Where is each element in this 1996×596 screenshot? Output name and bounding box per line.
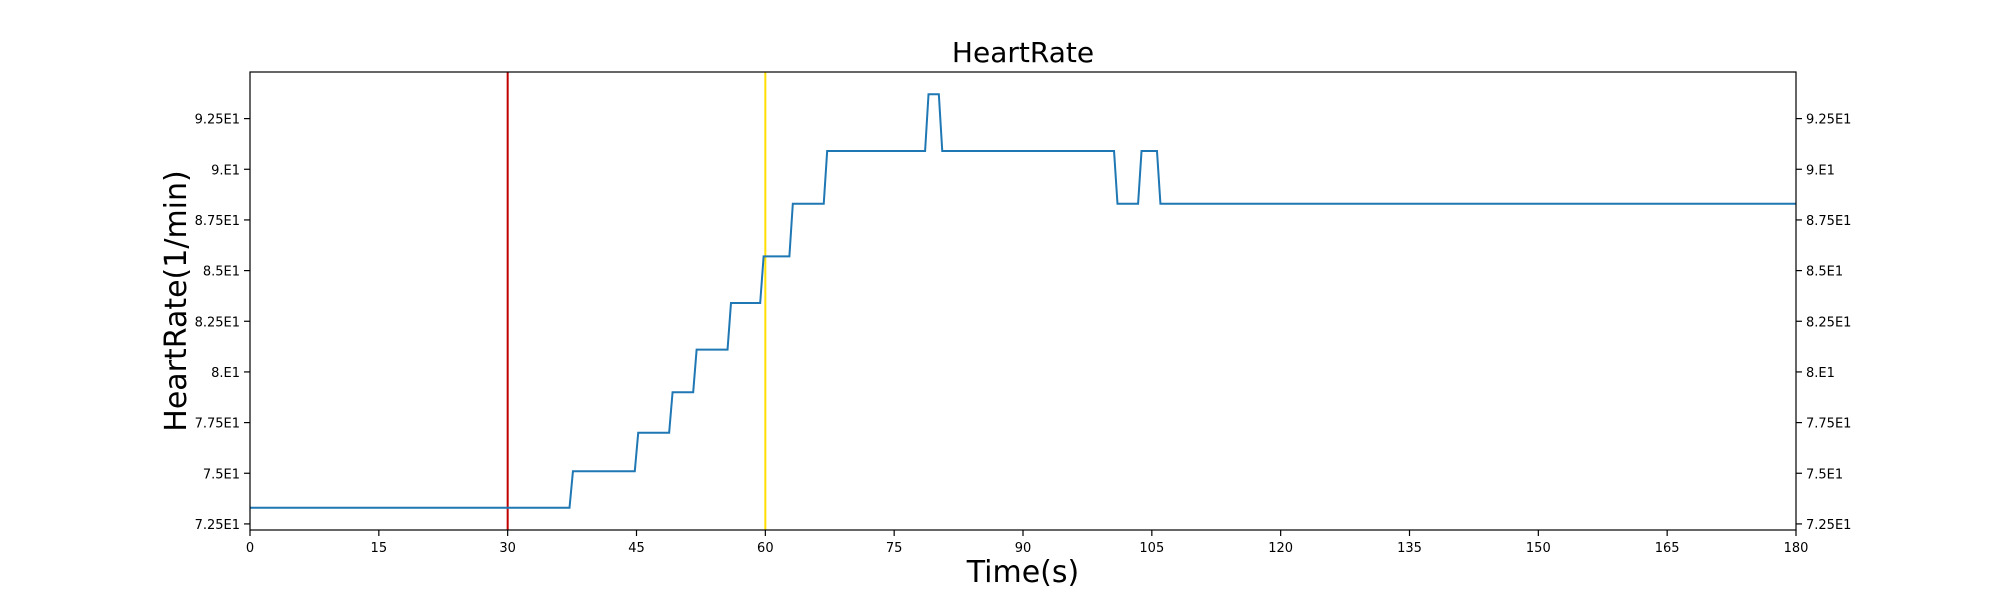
x-tick-label: 135 bbox=[1397, 541, 1422, 556]
x-tick-label: 165 bbox=[1655, 541, 1680, 556]
y-tick-label-right: 8.E1 bbox=[1806, 366, 1835, 381]
y-tick-label-right: 8.25E1 bbox=[1806, 315, 1851, 330]
x-tick-label: 15 bbox=[371, 541, 388, 556]
plot-area: 0 15 30 45 60 75 90 105 120 135 150 165 180 7.25E1 7.2… bbox=[195, 71, 1851, 556]
series-line-0 bbox=[250, 93, 1796, 509]
y-tick-label-left: 7.25E1 bbox=[195, 518, 240, 533]
y-axis-label: HeartRate(1/min) bbox=[159, 170, 194, 431]
y-tick-label-left: 8.5E1 bbox=[203, 265, 240, 280]
y-tick-label-left: 8.E1 bbox=[211, 366, 240, 381]
y-tick-label-right: 7.25E1 bbox=[1806, 518, 1851, 533]
y-tick-label-left: 8.25E1 bbox=[195, 315, 240, 330]
x-tick-label: 45 bbox=[628, 541, 645, 556]
chart-title: HeartRate bbox=[952, 36, 1094, 69]
plot-frame bbox=[249, 71, 1797, 531]
y-tick-label-left: 9.25E1 bbox=[195, 113, 240, 128]
y-tick-label-right: 9.E1 bbox=[1806, 163, 1835, 178]
y-tick-label-left: 8.75E1 bbox=[195, 214, 240, 229]
y-tick-label-right: 7.5E1 bbox=[1806, 467, 1843, 482]
y-tick-label-left: 7.5E1 bbox=[203, 467, 240, 482]
x-tick-label: 30 bbox=[499, 541, 516, 556]
x-tick-label: 60 bbox=[757, 541, 774, 556]
y-tick-label-right: 8.5E1 bbox=[1806, 265, 1843, 280]
y-tick-label-left: 9.E1 bbox=[211, 163, 240, 178]
x-tick-label: 150 bbox=[1526, 541, 1551, 556]
y-tick-label-left: 7.75E1 bbox=[195, 417, 240, 432]
y-tick-label-right: 9.25E1 bbox=[1806, 113, 1851, 128]
x-tick-label: 180 bbox=[1784, 541, 1809, 556]
y-tick-label-right: 8.75E1 bbox=[1806, 214, 1851, 229]
x-tick-label: 105 bbox=[1139, 541, 1164, 556]
x-tick-label: 75 bbox=[886, 541, 903, 556]
x-tick-label: 120 bbox=[1268, 541, 1293, 556]
x-tick-label: 90 bbox=[1015, 541, 1032, 556]
y-tick-label-right: 7.75E1 bbox=[1806, 417, 1851, 432]
x-axis-label: Time(s) bbox=[966, 555, 1079, 590]
x-tick-label: 0 bbox=[246, 541, 254, 556]
